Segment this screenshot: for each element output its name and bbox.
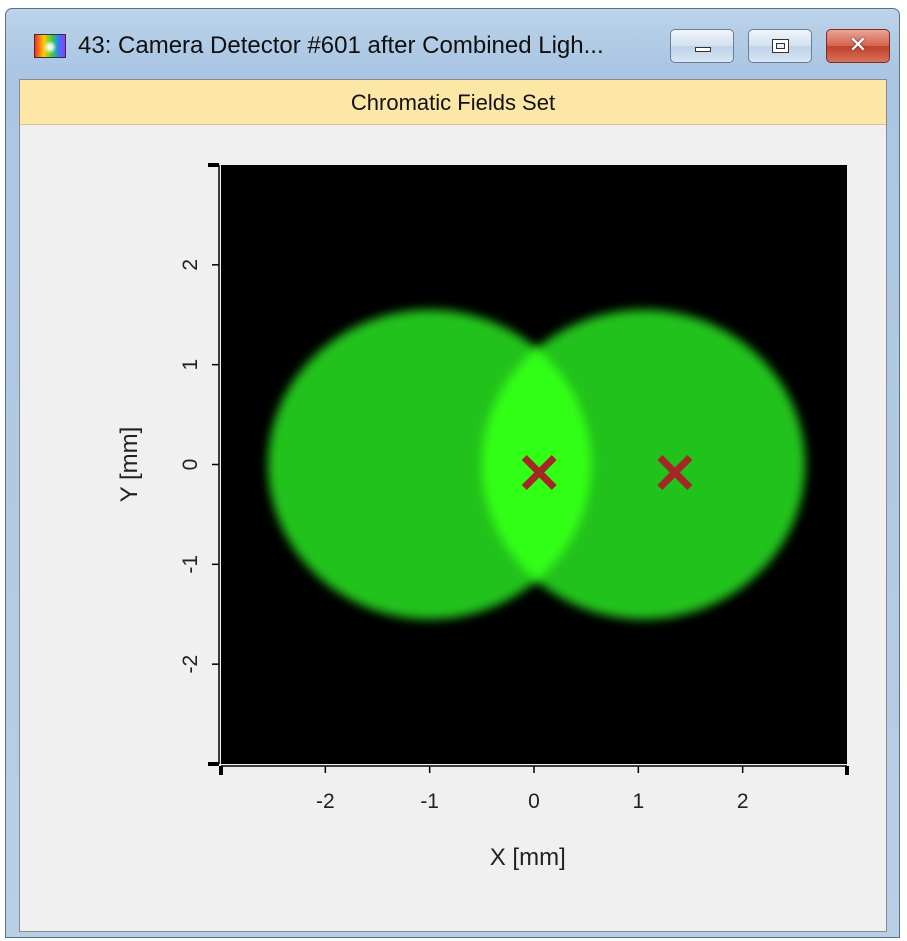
content-panel: Chromatic Fields Set -2 -1 0 1 2 2 1 0 -1 -2 X [m… bbox=[19, 79, 887, 932]
center-marker-2 bbox=[657, 455, 693, 490]
chromatic-fields-set-header: Chromatic Fields Set bbox=[20, 80, 886, 125]
y-tick-label: -1 bbox=[179, 555, 202, 574]
rainbow-field-icon[interactable] bbox=[34, 34, 66, 58]
field-overlap-region bbox=[481, 309, 592, 620]
minimize-button[interactable] bbox=[670, 29, 734, 63]
x-tick-label: -1 bbox=[420, 790, 439, 813]
y-tick-label: 0 bbox=[179, 459, 202, 471]
restore-icon bbox=[772, 39, 789, 53]
y-tick-label: 1 bbox=[179, 359, 202, 371]
x-tick-label: -2 bbox=[316, 790, 335, 813]
x-tick-label: 2 bbox=[737, 790, 749, 813]
y-tick-label: 2 bbox=[179, 259, 202, 271]
center-marker-1 bbox=[521, 455, 557, 490]
maximize-button[interactable] bbox=[748, 29, 812, 63]
y-axis-label: Y [mm] bbox=[116, 427, 143, 503]
detector-plot[interactable]: -2 -1 0 1 2 2 1 0 -1 -2 X [mm] Y [mm] bbox=[20, 80, 886, 931]
close-icon: ✕ bbox=[848, 33, 868, 58]
window-title: 43: Camera Detector #601 after Combined … bbox=[78, 32, 604, 59]
detector-window: 43: Camera Detector #601 after Combined … bbox=[5, 8, 900, 938]
minimize-icon bbox=[695, 47, 711, 52]
title-bar[interactable]: 43: Camera Detector #601 after Combined … bbox=[6, 9, 899, 83]
x-tick-label: 1 bbox=[632, 790, 644, 813]
x-axis-label: X [mm] bbox=[490, 844, 566, 871]
y-tick-label: -2 bbox=[179, 655, 202, 674]
close-button[interactable]: ✕ bbox=[826, 29, 890, 63]
x-tick-label: 0 bbox=[528, 790, 540, 813]
